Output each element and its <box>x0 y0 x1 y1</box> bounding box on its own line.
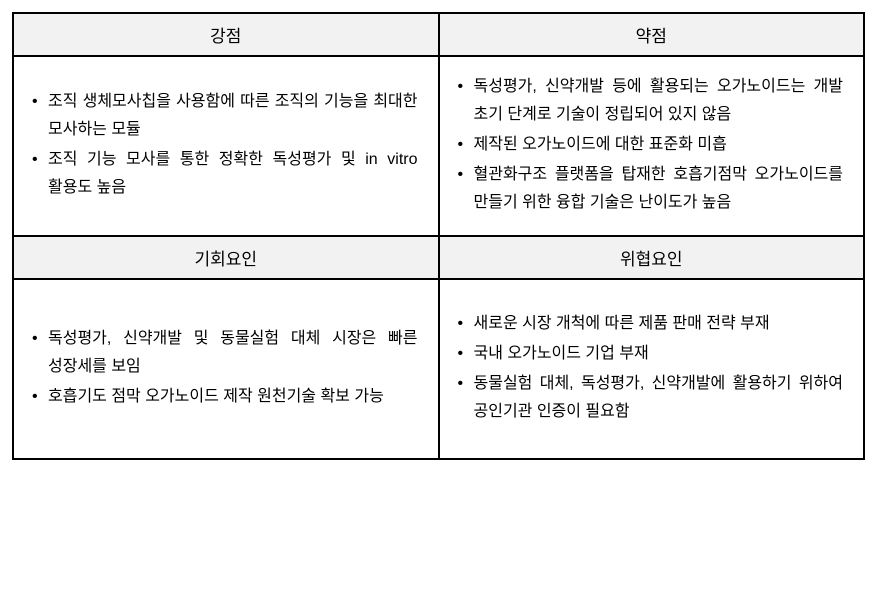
list-item: 독성평가, 신약개발 등에 활용되는 오가노이드는 개발 초기 단계로 기술이 … <box>456 73 844 129</box>
header-strengths: 강점 <box>13 13 439 56</box>
list-item: 호흡기도 점막 오가노이드 제작 원천기술 확보 가능 <box>30 383 418 411</box>
strengths-list: 조직 생체모사칩을 사용함에 따른 조직의 기능을 최대한 모사하는 모듈 조직… <box>30 88 418 204</box>
header-opportunities-label: 기회요인 <box>194 250 257 269</box>
list-item: 조직 생체모사칩을 사용함에 따른 조직의 기능을 최대한 모사하는 모듈 <box>30 88 418 144</box>
cell-threats: 새로운 시장 개척에 따른 제품 판매 전략 부재 국내 오가노이드 기업 부재… <box>439 279 865 459</box>
list-item: 조직 기능 모사를 통한 정확한 독성평가 및 in vitro 활용도 높음 <box>30 146 418 202</box>
threats-list: 새로운 시장 개척에 따른 제품 판매 전략 부재 국내 오가노이드 기업 부재… <box>456 310 844 428</box>
list-item: 동물실험 대체, 독성평가, 신약개발에 활용하기 위하여 공인기관 인증이 필… <box>456 370 844 426</box>
header-threats: 위협요인 <box>439 236 865 279</box>
header-weaknesses: 약점 <box>439 13 865 56</box>
header-threats-label: 위협요인 <box>620 250 683 269</box>
cell-weaknesses: 독성평가, 신약개발 등에 활용되는 오가노이드는 개발 초기 단계로 기술이 … <box>439 56 865 236</box>
header-weaknesses-label: 약점 <box>636 27 667 46</box>
list-item: 제작된 오가노이드에 대한 표준화 미흡 <box>456 131 844 159</box>
list-item: 독성평가, 신약개발 및 동물실험 대체 시장은 빠른 성장세를 보임 <box>30 325 418 381</box>
header-strengths-label: 강점 <box>210 27 241 46</box>
weaknesses-list: 독성평가, 신약개발 등에 활용되는 오가노이드는 개발 초기 단계로 기술이 … <box>456 73 844 219</box>
cell-strengths: 조직 생체모사칩을 사용함에 따른 조직의 기능을 최대한 모사하는 모듈 조직… <box>13 56 439 236</box>
cell-opportunities: 독성평가, 신약개발 및 동물실험 대체 시장은 빠른 성장세를 보임 호흡기도… <box>13 279 439 459</box>
list-item: 새로운 시장 개척에 따른 제품 판매 전략 부재 <box>456 310 844 338</box>
swot-table: 강점 약점 조직 생체모사칩을 사용함에 따른 조직의 기능을 최대한 모사하는… <box>12 12 865 460</box>
list-item: 국내 오가노이드 기업 부재 <box>456 340 844 368</box>
list-item: 혈관화구조 플랫폼을 탑재한 호흡기점막 오가노이드를 만들기 위한 융합 기술… <box>456 161 844 217</box>
opportunities-list: 독성평가, 신약개발 및 동물실험 대체 시장은 빠른 성장세를 보임 호흡기도… <box>30 325 418 413</box>
header-opportunities: 기회요인 <box>13 236 439 279</box>
